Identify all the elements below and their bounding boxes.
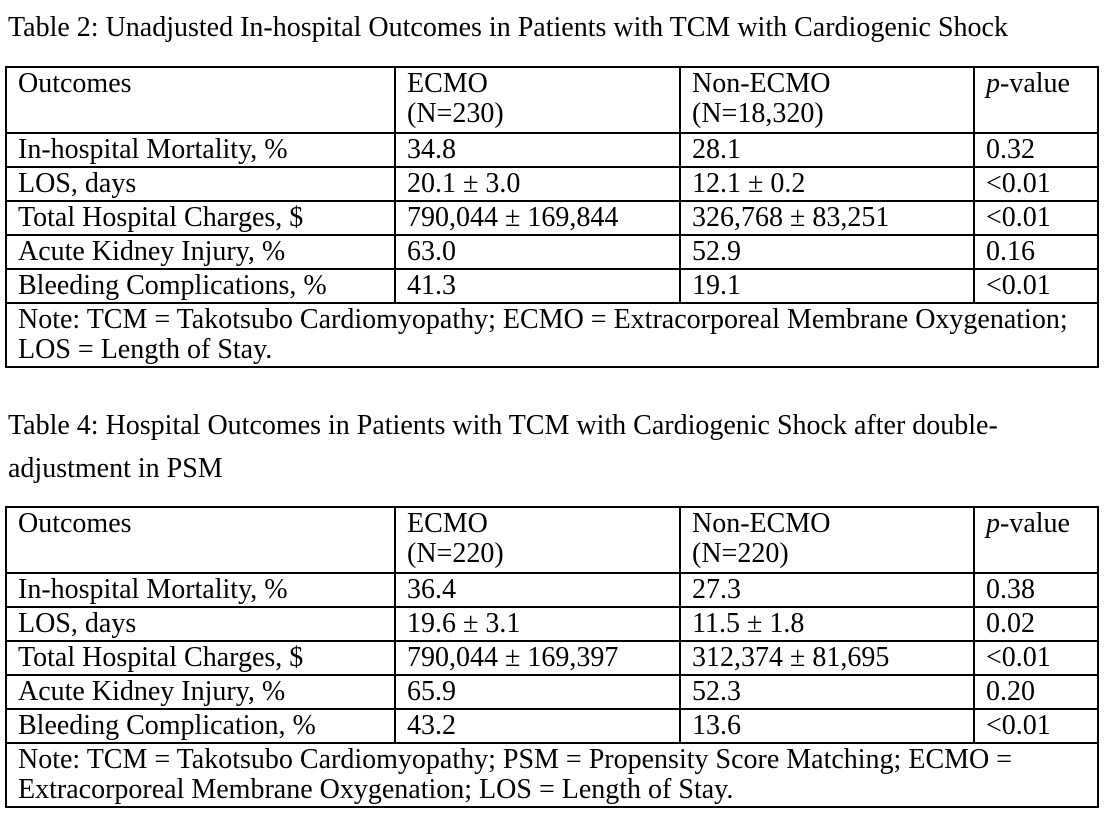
table2-header-non-ecmo: Non-ECMO (N=18,320) <box>679 66 975 134</box>
ecmo-value-cell: 63.0 <box>394 234 681 270</box>
table4-note-row: Note: TCM = Takotsubo Cardiomyopathy; PS… <box>5 742 1099 808</box>
table4-header-ecmo: ECMO (N=220) <box>394 506 681 574</box>
header-label: Outcomes <box>18 508 132 539</box>
pvalue-cell: <0.01 <box>973 268 1099 304</box>
outcome-label-cell: Acute Kidney Injury, % <box>5 674 396 710</box>
outcome-label-cell: Bleeding Complications, % <box>5 268 396 304</box>
non-ecmo-value-cell: 28.1 <box>679 132 975 168</box>
pvalue-cell: 0.02 <box>973 606 1099 642</box>
table4-header-row: Outcomes ECMO (N=220) Non-ECMO (N=220) p… <box>5 506 1099 574</box>
table2-row-bleeding: Bleeding Complications, % 41.3 19.1 <0.0… <box>5 268 1099 304</box>
ecmo-value-cell: 65.9 <box>394 674 681 710</box>
pvalue-cell: 0.32 <box>973 132 1099 168</box>
table4-header-outcomes: Outcomes <box>5 506 396 574</box>
note-line: Extracorporeal Membrane Oxygenation; LOS… <box>18 774 734 805</box>
table4-header-non-ecmo: Non-ECMO (N=220) <box>679 506 975 574</box>
ecmo-value-cell: 43.2 <box>394 708 681 744</box>
table2-header-row: Outcomes ECMO (N=230) Non-ECMO (N=18,320… <box>5 66 1099 134</box>
outcome-label-cell: In-hospital Mortality, % <box>5 572 396 608</box>
non-ecmo-value-cell: 52.9 <box>679 234 975 270</box>
header-label: Non-ECMO <box>692 508 831 539</box>
pvalue-cell: <0.01 <box>973 200 1099 236</box>
table2-row-charges: Total Hospital Charges, $ 790,044 ± 169,… <box>5 200 1099 236</box>
pvalue-italic-p: p <box>986 68 1000 99</box>
pvalue-cell: <0.01 <box>973 640 1099 676</box>
header-label: ECMO <box>407 68 488 99</box>
note-line: Note: TCM = Takotsubo Cardiomyopathy; EC… <box>18 304 1068 335</box>
non-ecmo-value-cell: 12.1 ± 0.2 <box>679 166 975 202</box>
table2-header-ecmo: ECMO (N=230) <box>394 66 681 134</box>
table2-caption-line: Table 2: Unadjusted In-hospital Outcomes… <box>8 12 1008 43</box>
non-ecmo-value-cell: 312,374 ± 81,695 <box>679 640 975 676</box>
table2-note: Note: TCM = Takotsubo Cardiomyopathy; EC… <box>5 302 1099 368</box>
non-ecmo-value-cell: 326,768 ± 83,251 <box>679 200 975 236</box>
table2-note-row: Note: TCM = Takotsubo Cardiomyopathy; EC… <box>5 302 1099 368</box>
table4-row-los: LOS, days 19.6 ± 3.1 11.5 ± 1.8 0.02 <box>5 606 1099 642</box>
non-ecmo-value-cell: 27.3 <box>679 572 975 608</box>
ecmo-value-cell: 36.4 <box>394 572 681 608</box>
pvalue-rest: -value <box>1000 508 1070 539</box>
ecmo-value-cell: 19.6 ± 3.1 <box>394 606 681 642</box>
table4-note: Note: TCM = Takotsubo Cardiomyopathy; PS… <box>5 742 1099 808</box>
header-n-count: (N=230) <box>407 98 504 129</box>
header-n-count: (N=220) <box>692 538 789 569</box>
table4-caption-line: adjustment in PSM <box>8 453 223 484</box>
outcome-label-cell: Bleeding Complication, % <box>5 708 396 744</box>
outcome-label-cell: LOS, days <box>5 606 396 642</box>
header-label: Non-ECMO <box>692 68 831 99</box>
outcome-label-cell: Total Hospital Charges, $ <box>5 640 396 676</box>
table4-caption-line: Table 4: Hospital Outcomes in Patients w… <box>8 410 998 441</box>
ecmo-value-cell: 20.1 ± 3.0 <box>394 166 681 202</box>
ecmo-value-cell: 41.3 <box>394 268 681 304</box>
pvalue-rest: -value <box>1000 68 1070 99</box>
pvalue-cell: <0.01 <box>973 166 1099 202</box>
table4-row-aki: Acute Kidney Injury, % 65.9 52.3 0.20 <box>5 674 1099 710</box>
table4-row-bleeding: Bleeding Complication, % 43.2 13.6 <0.01 <box>5 708 1099 744</box>
outcome-label-cell: Acute Kidney Injury, % <box>5 234 396 270</box>
table2-row-los: LOS, days 20.1 ± 3.0 12.1 ± 0.2 <0.01 <box>5 166 1099 202</box>
header-label: ECMO <box>407 508 488 539</box>
pvalue-cell: 0.38 <box>973 572 1099 608</box>
header-n-count: (N=220) <box>407 538 504 569</box>
non-ecmo-value-cell: 19.1 <box>679 268 975 304</box>
table2-row-aki: Acute Kidney Injury, % 63.0 52.9 0.16 <box>5 234 1099 270</box>
ecmo-value-cell: 790,044 ± 169,844 <box>394 200 681 236</box>
table4-row-mortality: In-hospital Mortality, % 36.4 27.3 0.38 <box>5 572 1099 608</box>
outcome-label-cell: In-hospital Mortality, % <box>5 132 396 168</box>
header-n-count: (N=18,320) <box>692 98 824 129</box>
outcome-label-cell: LOS, days <box>5 166 396 202</box>
table4-psm-outcomes: Outcomes ECMO (N=220) Non-ECMO (N=220) p… <box>5 506 1099 808</box>
header-label: Outcomes <box>18 68 132 99</box>
table4-header-pvalue: p-value <box>973 506 1099 574</box>
table2-header-outcomes: Outcomes <box>5 66 396 134</box>
non-ecmo-value-cell: 52.3 <box>679 674 975 710</box>
pvalue-cell: 0.20 <box>973 674 1099 710</box>
non-ecmo-value-cell: 11.5 ± 1.8 <box>679 606 975 642</box>
note-line: Note: TCM = Takotsubo Cardiomyopathy; PS… <box>18 744 1013 775</box>
ecmo-value-cell: 790,044 ± 169,397 <box>394 640 681 676</box>
table2-row-mortality: In-hospital Mortality, % 34.8 28.1 0.32 <box>5 132 1099 168</box>
pvalue-cell: <0.01 <box>973 708 1099 744</box>
non-ecmo-value-cell: 13.6 <box>679 708 975 744</box>
table4-row-charges: Total Hospital Charges, $ 790,044 ± 169,… <box>5 640 1099 676</box>
ecmo-value-cell: 34.8 <box>394 132 681 168</box>
table4-caption: Table 4: Hospital Outcomes in Patients w… <box>8 404 1098 490</box>
table2-unadjusted-outcomes: Outcomes ECMO (N=230) Non-ECMO (N=18,320… <box>5 66 1099 368</box>
table2-caption: Table 2: Unadjusted In-hospital Outcomes… <box>8 6 1098 49</box>
outcome-label-cell: Total Hospital Charges, $ <box>5 200 396 236</box>
pvalue-italic-p: p <box>986 508 1000 539</box>
table2-header-pvalue: p-value <box>973 66 1099 134</box>
pvalue-cell: 0.16 <box>973 234 1099 270</box>
note-line: LOS = Length of Stay. <box>18 334 273 365</box>
